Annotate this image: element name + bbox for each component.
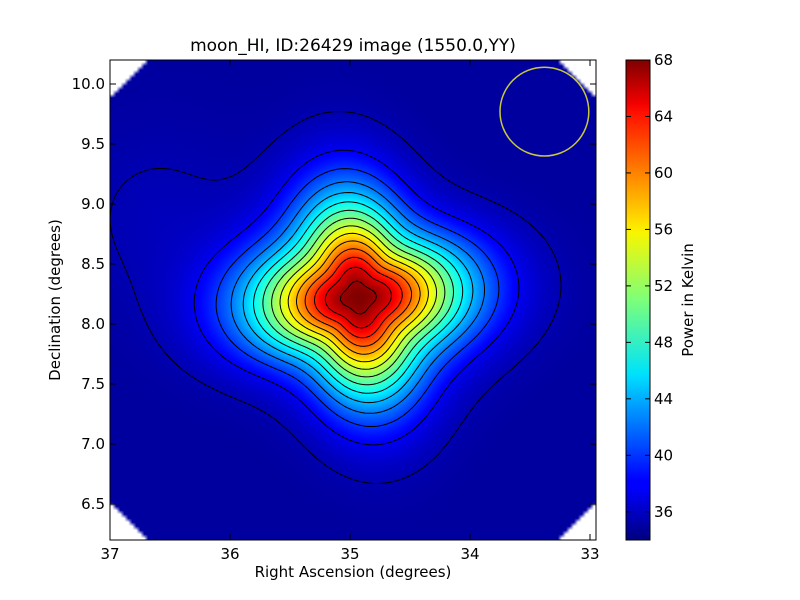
contour-level	[110, 111, 562, 484]
contour-level	[304, 248, 412, 347]
chart-title: moon_HI, ID:26429 image (1550.0,YY)	[190, 36, 516, 56]
colorbar: 36 40 44 48 52 56 60 64 68 Power in Kelvin	[625, 51, 697, 541]
plot-area: 37 36 35 34 33 6.5 7.0 7.5 8.0 8.5 9.0 9.5 10.0	[72, 59, 600, 563]
y-tick-label: 9.0	[81, 195, 105, 213]
contour-level	[193, 149, 520, 446]
x-tick-label: 37	[100, 545, 119, 563]
colorbar-tick-label: 40	[654, 446, 673, 464]
contour-level	[313, 256, 403, 339]
colorbar-tick-label: 68	[654, 51, 673, 69]
contour-level	[339, 280, 377, 315]
contour-level	[262, 209, 454, 386]
colorbar-tick-label: 52	[654, 277, 673, 295]
y-tick-label: 8.5	[81, 255, 105, 273]
contour-level	[296, 240, 421, 355]
contour-level	[242, 192, 474, 404]
contour-lines	[110, 111, 562, 484]
y-axis-ticks: 6.5 7.0 7.5 8.0 8.5 9.0 9.5 10.0	[72, 75, 596, 513]
y-tick-label: 7.0	[81, 435, 105, 453]
contour-level	[279, 225, 438, 370]
colorbar-tick-label: 48	[654, 333, 673, 351]
colorbar-tick-label: 60	[654, 164, 673, 182]
y-tick-label: 6.5	[81, 495, 105, 513]
colorbar-gradient	[625, 59, 651, 541]
contour-level	[271, 217, 446, 378]
contour-level	[230, 181, 485, 414]
contour-level	[324, 266, 392, 329]
x-tick-label: 34	[460, 545, 479, 563]
x-axis-ticks: 37 36 35 34 33	[100, 60, 600, 563]
colorbar-tick-label: 64	[654, 107, 673, 125]
x-tick-label: 33	[580, 545, 599, 563]
y-tick-label: 7.5	[81, 375, 105, 393]
beam-circle	[499, 66, 590, 157]
colorbar-tick-label: 36	[654, 503, 673, 521]
y-tick-label: 9.5	[81, 135, 105, 153]
contour-level	[287, 232, 429, 363]
y-axis-label: Declination (degrees)	[46, 219, 64, 381]
plot-frame	[109, 59, 597, 541]
y-tick-label: 10.0	[72, 75, 105, 93]
x-axis-label: Right Ascension (degrees)	[255, 563, 452, 581]
y-tick-label: 8.0	[81, 315, 105, 333]
heatmap-image	[110, 60, 596, 540]
colorbar-label: Power in Kelvin	[679, 243, 697, 357]
contour-level	[215, 168, 500, 427]
x-tick-label: 35	[340, 545, 359, 563]
colorbar-tick-label: 56	[654, 220, 673, 238]
contour-level	[253, 201, 464, 394]
colorbar-ticks: 36 40 44 48 52 56 60 64 68	[626, 51, 673, 521]
colorbar-tick-label: 44	[654, 390, 673, 408]
x-tick-label: 36	[220, 545, 239, 563]
